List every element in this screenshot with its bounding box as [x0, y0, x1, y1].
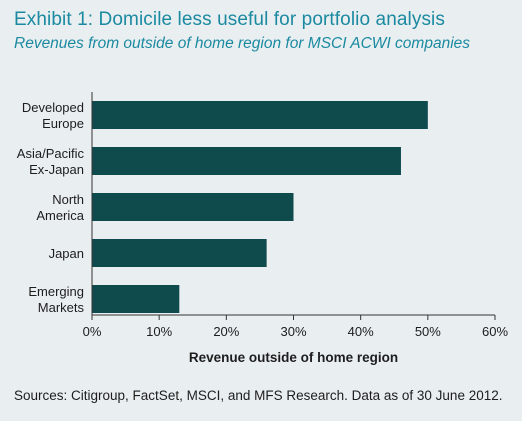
bars-group — [92, 101, 428, 313]
x-axis: 0% 10% 20% 30% 40% 50% 60% — [83, 92, 508, 339]
category-label-2-0: North — [52, 192, 84, 207]
bar-0 — [92, 101, 428, 129]
category-label-2-1: America — [36, 208, 84, 223]
bar-3 — [92, 239, 267, 267]
bar-2 — [92, 193, 294, 221]
x-tick-label-0: 0% — [83, 324, 102, 339]
category-label-1-1: Ex-Japan — [29, 162, 84, 177]
category-label-0-1: Europe — [42, 116, 84, 131]
category-label-3-0: Japan — [49, 246, 84, 261]
category-label-4-1: Markets — [38, 300, 85, 315]
x-tick-label-6: 60% — [482, 324, 508, 339]
x-tick-label-1: 10% — [146, 324, 172, 339]
chart-title: Exhibit 1: Domicile less useful for port… — [14, 9, 445, 30]
source-note: Sources: Citigroup, FactSet, MSCI, and M… — [14, 388, 503, 403]
x-tick-label-4: 40% — [348, 324, 374, 339]
x-tick-label-2: 20% — [213, 324, 239, 339]
bar-1 — [92, 147, 401, 175]
bar-4 — [92, 285, 180, 313]
category-label-1-0: Asia/Pacific — [17, 146, 85, 161]
x-tick-label-3: 30% — [280, 324, 306, 339]
chart-subtitle: Revenues from outside of home region for… — [14, 35, 471, 52]
category-label-4-0: Emerging — [28, 284, 84, 299]
x-tick-label-5: 50% — [415, 324, 441, 339]
x-axis-label: Revenue outside of home region — [189, 350, 398, 365]
category-label-0-0: Developed — [22, 100, 84, 115]
